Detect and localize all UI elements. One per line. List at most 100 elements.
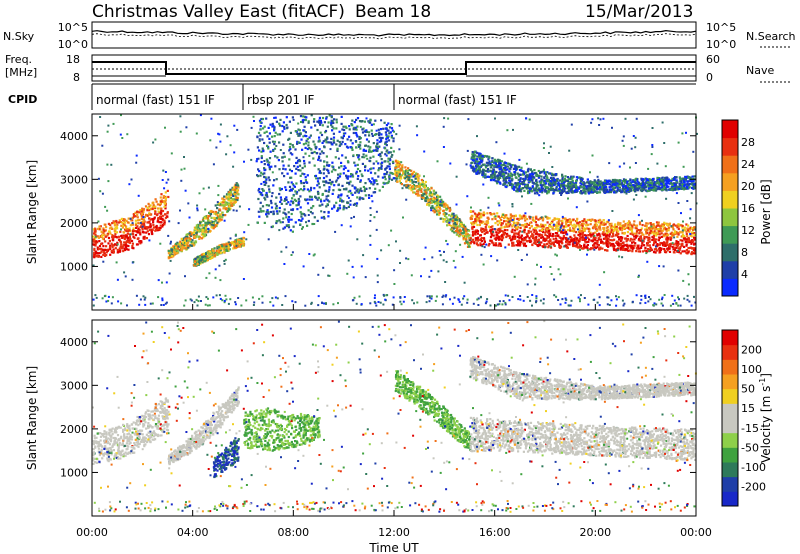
scatter-cell — [332, 127, 335, 130]
scatter-cell — [687, 247, 690, 250]
scatter-cell — [263, 169, 266, 172]
scatter-cell — [337, 194, 340, 197]
scatter-cell — [513, 225, 517, 228]
scatter-cell — [425, 195, 429, 198]
scatter-cell — [398, 163, 401, 166]
scatter-cell — [490, 233, 493, 236]
scatter-cell — [394, 167, 397, 170]
scatter-cell — [677, 225, 680, 228]
scatter-cell — [648, 237, 651, 240]
noise-right-tick-bottom: 10^0 — [706, 38, 736, 51]
scatter-cell — [532, 228, 535, 231]
scatter-cell — [316, 190, 320, 193]
scatter-cell — [574, 231, 578, 234]
scatter-cell — [600, 222, 603, 225]
scatter-cell — [555, 237, 558, 240]
scatter-cell — [296, 208, 299, 211]
scatter-cell — [440, 198, 443, 201]
scatter-cell — [103, 233, 106, 236]
scatter-cell — [580, 230, 583, 233]
scatter-cell — [308, 136, 311, 139]
scatter-cell — [489, 163, 492, 166]
scatter-cell — [333, 206, 336, 209]
scatter-cell — [136, 213, 139, 216]
scatter-cell — [622, 220, 625, 223]
scatter-cell — [535, 171, 538, 175]
scatter-cell — [406, 170, 409, 173]
scatter-cell — [320, 200, 323, 203]
scatter-cell — [509, 223, 512, 226]
scatter-cell — [400, 177, 403, 180]
scatter-cell — [617, 241, 620, 245]
scatter-cell — [563, 188, 566, 191]
scatter-cell — [225, 197, 228, 200]
scatter-cell — [525, 232, 528, 235]
scatter-cell — [518, 214, 521, 217]
scatter-cell — [139, 231, 142, 234]
scatter-cell — [335, 143, 338, 146]
scatter-cell — [480, 212, 483, 215]
scatter-cell — [685, 223, 688, 226]
scatter-cell — [299, 115, 303, 118]
scatter-cell — [540, 234, 543, 237]
scatter-cell — [473, 162, 477, 165]
scatter-cell — [414, 185, 417, 188]
scatter-cell — [316, 120, 319, 123]
scatter-cell — [462, 224, 465, 227]
scatter-cell — [287, 216, 291, 219]
scatter-cell — [635, 250, 638, 253]
scatter-cell — [187, 246, 190, 249]
scatter-cell — [511, 237, 514, 240]
scatter-cell — [569, 221, 572, 224]
scatter-cell — [170, 250, 173, 253]
scatter-cell — [282, 167, 285, 170]
scatter-cell — [356, 196, 359, 199]
scatter-cell — [313, 216, 316, 219]
scatter-cell — [391, 172, 394, 175]
scatter-cell — [259, 174, 262, 177]
scatter-cell — [288, 168, 292, 171]
scatter-cell — [227, 195, 230, 198]
scatter-cell — [334, 180, 338, 183]
scatter-cell — [522, 214, 525, 217]
scatter-cell — [423, 189, 426, 192]
scatter-cell — [596, 243, 599, 246]
scatter-cell — [342, 125, 345, 128]
scatter-cell — [421, 194, 424, 197]
scatter-cell — [217, 217, 220, 220]
scatter-cell — [199, 255, 202, 258]
scatter-cell — [470, 240, 473, 243]
scatter-cell — [236, 242, 239, 245]
scatter-cell — [459, 222, 462, 226]
scatter-cell — [594, 225, 597, 229]
scatter-cell — [608, 230, 611, 233]
scatter-cell — [451, 220, 454, 223]
scatter-cell — [534, 240, 537, 244]
scatter-cell — [256, 158, 259, 161]
scatter-cell — [380, 164, 383, 168]
scatter-cell — [297, 134, 300, 137]
scatter-cell — [524, 215, 527, 219]
scatter-cell — [681, 242, 684, 245]
scatter-cell — [92, 240, 95, 243]
scatter-cell — [385, 144, 388, 147]
scatter-cell — [219, 213, 222, 216]
scatter-cell — [341, 128, 344, 131]
scatter-cell — [260, 209, 263, 213]
scatter-cell — [306, 202, 310, 205]
scatter-cell — [542, 170, 545, 173]
scatter-cell — [150, 207, 153, 211]
scatter-cell — [278, 124, 282, 127]
scatter-cell — [677, 223, 680, 226]
scatter-cell — [382, 181, 385, 184]
scatter-cell — [414, 187, 417, 190]
scatter-cell — [593, 246, 596, 249]
scatter-cell — [202, 254, 205, 257]
scatter-cell — [523, 242, 526, 245]
scatter-cell — [645, 222, 648, 225]
scatter-cell — [498, 238, 501, 241]
scatter-cell — [661, 229, 664, 232]
scatter-cell — [295, 204, 298, 207]
scatter-cell — [605, 242, 608, 245]
scatter-cell — [237, 245, 240, 248]
